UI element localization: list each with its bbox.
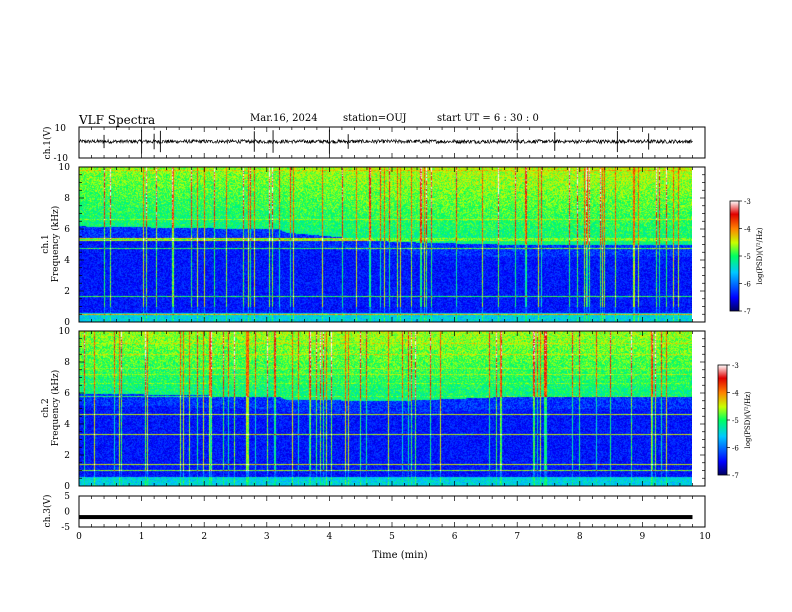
ch1-ytick-top: 10 — [55, 124, 67, 134]
ch3-yticks: 5 0 -5 — [61, 492, 70, 533]
observation-date: Mar.16, 2024 — [250, 113, 318, 124]
ch1-frequency-ylabel: Frequency (kHz) — [50, 206, 61, 283]
ch3-waveform-line — [79, 515, 693, 520]
x-tick-label: 7 — [514, 532, 520, 542]
frequency-tick-label: 8 — [64, 358, 70, 368]
x-tick-label: 0 — [76, 532, 82, 542]
colorbar-tick-label: -5 — [732, 417, 739, 425]
ch1-colorbar: -3 -4 -5 -6 -7 log(PSD)(V²/Hz) — [729, 198, 764, 316]
time-axis-label: Time (min) — [372, 550, 427, 561]
ch2-colorbar: -3 -4 -5 -6 -7 log(PSD)(V²/Hz) — [717, 362, 752, 480]
ch2-frequency-ylabel: Frequency (kHz) — [50, 370, 61, 447]
colorbar-tick-label: -6 — [744, 281, 751, 289]
x-tick-label: 6 — [452, 532, 458, 542]
ch1-xticks — [78, 127, 706, 158]
colorbar-tick-label: -4 — [744, 226, 751, 234]
ch1-frequency-yticks: 0 2 4 6 8 10 — [59, 163, 705, 328]
ch1-ytick-bottom: -10 — [54, 154, 69, 164]
ch3-ylabel: ch.3(V) — [42, 495, 53, 528]
ch3-ytick-label: 5 — [64, 492, 70, 502]
ch1-spectrogram-panel: 0 2 4 6 8 10 ch.1 Frequency (kHz) — [41, 163, 706, 328]
ch3-ytick-label: -5 — [61, 523, 70, 533]
ch1-ylabel: ch.1(V) — [42, 127, 53, 160]
frequency-tick-label: 6 — [64, 389, 70, 399]
frequency-tick-label: 6 — [64, 225, 70, 235]
frequency-tick-label: 4 — [64, 420, 70, 430]
frequency-tick-label: 4 — [64, 256, 70, 266]
ch2-spectrogram-heatmap — [79, 331, 692, 486]
frequency-tick-label: 10 — [59, 163, 71, 173]
start-time-label: start UT = 6 : 30 : 0 — [437, 113, 539, 124]
frequency-tick-label: 2 — [64, 451, 70, 461]
ch2-colorbar-label: log(PSD)(V²/Hz) — [744, 391, 752, 448]
ch2-frequency-yticks: 0 2 4 6 8 10 — [59, 327, 705, 492]
colorbar-tick-label: -7 — [744, 308, 751, 316]
x-tick-label: 9 — [640, 532, 646, 542]
ch1-waveform-line — [78, 138, 693, 145]
frequency-tick-label: 10 — [59, 327, 71, 337]
ch2-spectrogram-xticks — [78, 331, 706, 486]
x-tick-label: 5 — [389, 532, 395, 542]
x-tick-label: 8 — [577, 532, 583, 542]
colorbar-tick-label: -6 — [732, 445, 739, 453]
frequency-tick-label: 2 — [64, 287, 70, 297]
ch2-channel-label: ch.2 — [41, 398, 51, 417]
ch1-colorbar-ticks: -3 -4 -5 -6 -7 — [739, 198, 751, 316]
ch1-colorbar-label: log(PSD)(V²/Hz) — [756, 227, 764, 284]
colorbar-tick-label: -4 — [732, 390, 739, 398]
colorbar-tick-label: -3 — [732, 362, 739, 370]
ch1-waveform-panel: 10 -10 ch.1(V) — [42, 124, 706, 164]
ch3-ytick-label: 0 — [64, 508, 70, 518]
frequency-tick-label: 0 — [64, 482, 70, 492]
colorbar-tick-label: -7 — [732, 472, 739, 480]
colorbar-tick-label: -3 — [744, 198, 751, 206]
figure-title: VLF Spectra — [79, 113, 156, 127]
x-tick-label: 4 — [327, 532, 333, 542]
station-label: station=OUJ — [343, 113, 407, 124]
x-tick-label: 10 — [699, 532, 711, 542]
ch1-spectrogram-xticks — [78, 167, 706, 322]
colorbar-tick-label: -5 — [744, 253, 751, 261]
x-tick-label: 2 — [201, 532, 207, 542]
frequency-tick-label: 8 — [64, 194, 70, 204]
ch2-spectrogram-panel: 0 2 4 6 8 10 ch.2 Frequency (kHz) — [41, 327, 706, 492]
ch2-colorbar-ticks: -3 -4 -5 -6 -7 — [727, 362, 739, 480]
ch1-channel-label: ch.1 — [41, 234, 51, 253]
ch1-spectrogram-heatmap — [79, 167, 692, 322]
x-tick-label: 3 — [264, 532, 270, 542]
ch1-waveform-spikes — [103, 129, 650, 154]
time-axis-ticks: 0 1 2 3 4 5 6 7 8 9 10 — [76, 496, 711, 542]
ch3-waveform-panel: 5 0 -5 ch.3(V) 0 1 2 3 4 5 6 7 8 9 10 Time (min) — [42, 492, 711, 561]
frequency-tick-label: 0 — [64, 318, 70, 328]
x-tick-label: 1 — [139, 532, 145, 542]
